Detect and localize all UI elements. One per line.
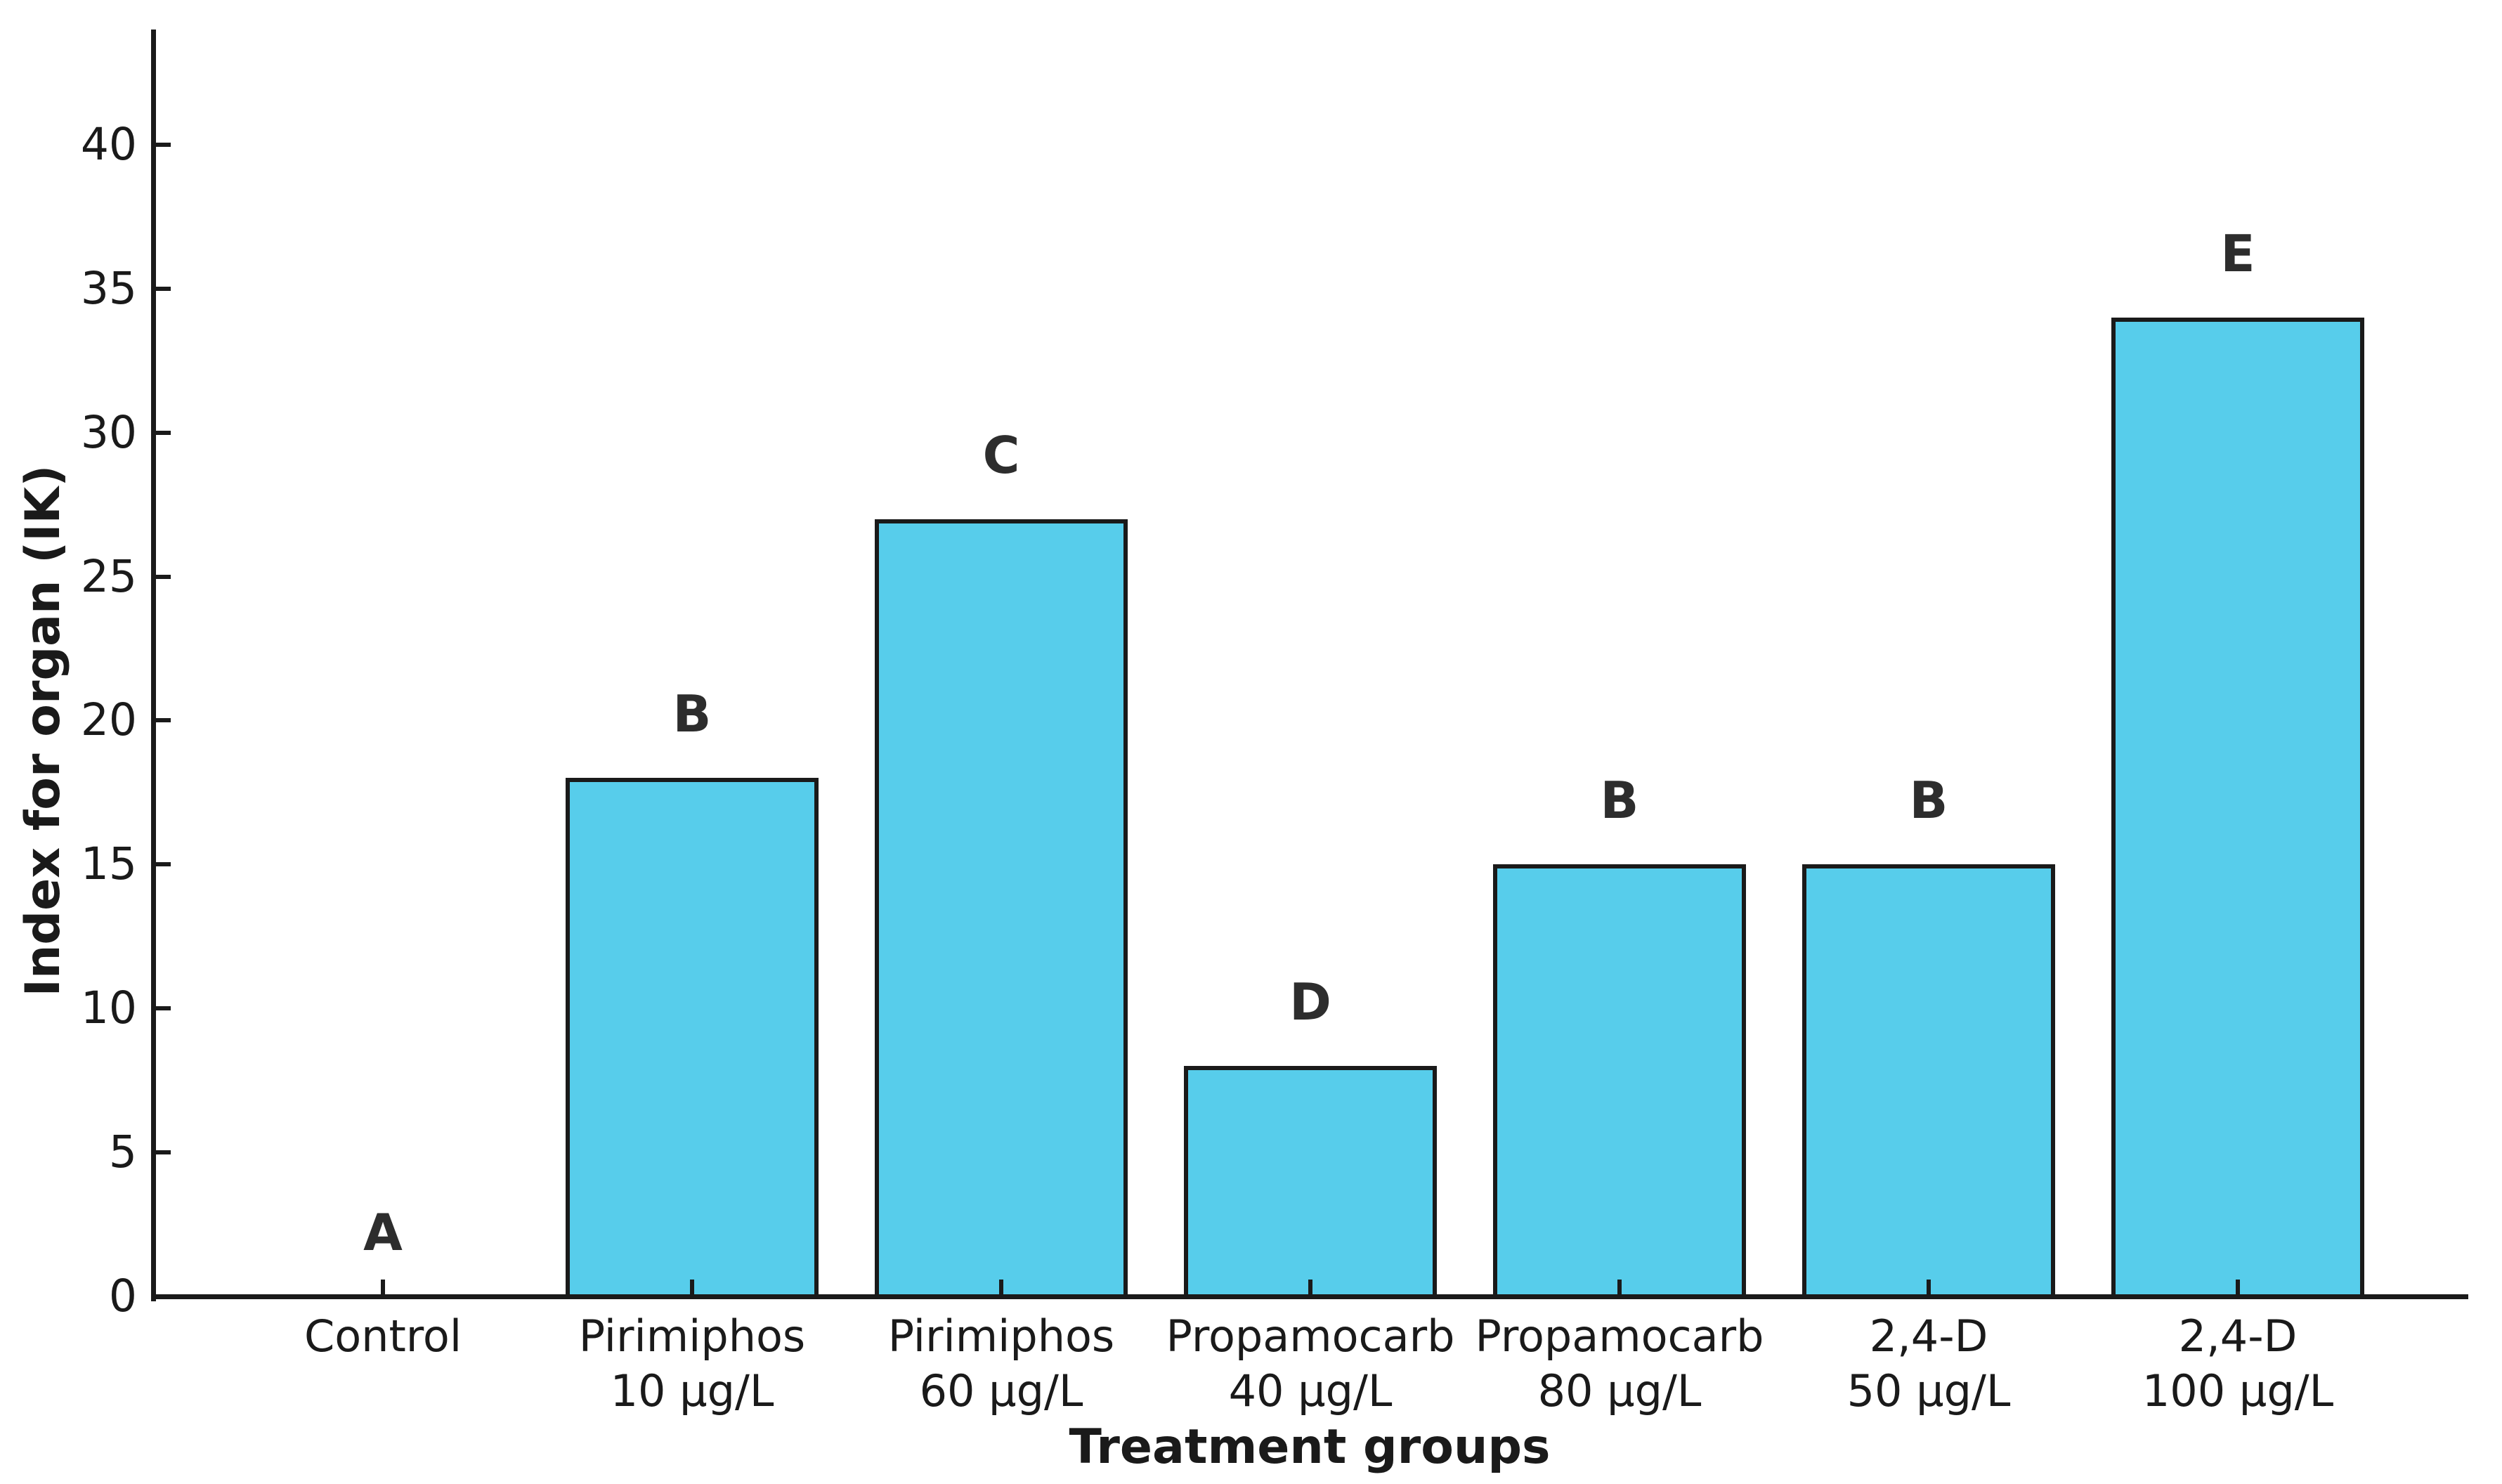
x-category-label-line: 50 µg/L	[1846, 1365, 2011, 1417]
x-category-label: Control	[200, 1309, 566, 1364]
bar	[566, 778, 819, 1298]
x-tick-mark	[1308, 1280, 1312, 1294]
x-category-label: Propamocarb 40 µg/L	[1128, 1309, 1493, 1419]
bar	[1493, 864, 1746, 1298]
y-tick-mark	[156, 574, 171, 579]
y-tick-label: 10	[80, 982, 137, 1034]
x-category-label-line: 60 µg/L	[919, 1365, 1083, 1417]
x-category-label-line: Propamocarb	[1475, 1310, 1764, 1362]
bar	[1802, 864, 2055, 1298]
x-category-label: 2,4-D 50 µg/L	[1746, 1309, 2111, 1419]
x-category-label-line: Pirimiphos	[578, 1310, 806, 1362]
y-axis-title: Index for organ (IK)	[15, 464, 71, 997]
significance-letter: C	[982, 425, 1020, 485]
significance-letter: A	[363, 1203, 403, 1262]
x-category-label-line: 10 µg/L	[610, 1365, 774, 1417]
y-tick-mark	[156, 1294, 171, 1298]
x-category-label-line: 100 µg/L	[2142, 1365, 2334, 1417]
y-axis-line	[151, 30, 156, 1301]
x-category-label-line: Propamocarb	[1166, 1310, 1455, 1362]
y-tick-label: 5	[108, 1126, 137, 1178]
x-category-label: Pirimiphos 10 µg/L	[509, 1309, 875, 1419]
y-tick-mark	[156, 1006, 171, 1011]
x-category-label: Propamocarb 80 µg/L	[1437, 1309, 1802, 1419]
y-tick-label: 30	[80, 406, 137, 458]
x-category-label-line: Pirimiphos	[887, 1310, 1115, 1362]
y-tick-mark	[156, 142, 171, 147]
x-category-label-line: 2,4-D	[2178, 1310, 2298, 1362]
x-tick-mark	[2236, 1280, 2240, 1294]
significance-letter: B	[1600, 771, 1639, 831]
y-tick-label: 20	[80, 694, 137, 746]
significance-letter: E	[2220, 223, 2255, 283]
significance-letter: D	[1289, 972, 1331, 1032]
y-tick-mark	[156, 862, 171, 867]
x-axis-title: Treatment groups	[1069, 1419, 1551, 1475]
x-category-label: Pirimiphos 60 µg/L	[819, 1309, 1184, 1419]
y-tick-mark	[156, 1150, 171, 1155]
y-tick-mark	[156, 430, 171, 435]
bar	[2111, 317, 2364, 1298]
x-tick-mark	[999, 1280, 1003, 1294]
y-tick-label: 0	[108, 1270, 137, 1322]
y-tick-label: 40	[80, 118, 137, 170]
bar	[875, 519, 1128, 1298]
y-tick-label: 25	[80, 550, 137, 602]
y-tick-mark	[156, 286, 171, 291]
x-tick-mark	[1927, 1280, 1931, 1294]
x-category-label: 2,4-D 100 µg/L	[2055, 1309, 2420, 1419]
significance-letter: B	[1909, 771, 1948, 831]
y-tick-label: 15	[80, 838, 137, 890]
x-category-label-line: 2,4-D	[1869, 1310, 1988, 1362]
y-tick-label: 35	[80, 262, 137, 314]
x-category-label-line: Control	[304, 1310, 462, 1362]
x-category-label-line: 40 µg/L	[1228, 1365, 1393, 1417]
x-tick-mark	[1617, 1280, 1622, 1294]
x-tick-mark	[690, 1280, 694, 1294]
x-tick-mark	[381, 1280, 385, 1294]
significance-letter: B	[672, 684, 712, 744]
bar	[1184, 1066, 1437, 1298]
y-tick-mark	[156, 718, 171, 723]
x-category-label-line: 80 µg/L	[1537, 1365, 1702, 1417]
